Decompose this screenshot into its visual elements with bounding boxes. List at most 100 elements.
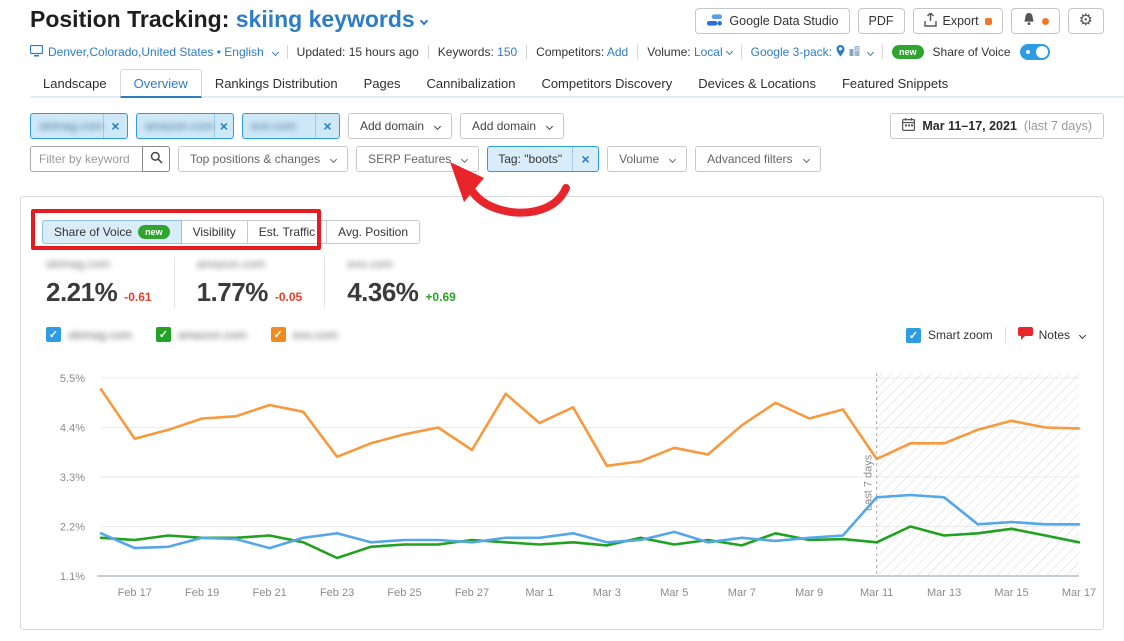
smart-zoom-checkbox[interactable]: ✓ <box>905 327 921 343</box>
x-axis-tick: Feb 19 <box>185 587 219 599</box>
metric-tab-share-of-voice[interactable]: Share of Voice new <box>42 220 182 244</box>
domain-chip-1[interactable]: skimag.com × <box>30 113 128 139</box>
add-competitors-link[interactable]: Add <box>606 45 629 59</box>
divider <box>526 45 528 59</box>
legend-checkbox[interactable]: ✓ <box>270 327 286 342</box>
metric-card-2: amazon.com 1.77% -0.05 <box>197 257 326 308</box>
x-axis-tick: Mar 9 <box>795 587 823 599</box>
serp-features-dropdown[interactable]: SERP Features <box>356 146 480 172</box>
legend-label: evo.com <box>292 327 339 342</box>
metric-delta: -0.05 <box>274 290 303 304</box>
legend-checkbox[interactable]: ✓ <box>46 327 61 342</box>
tab-competitors-discovery[interactable]: Competitors Discovery <box>541 76 673 91</box>
domain-chip-label: evo.com <box>251 119 297 133</box>
metric-tabs: Share of Voice new Visibility Est. Traffic A… <box>42 220 420 244</box>
tab-overview[interactable]: Overview <box>119 69 202 98</box>
chevron-down-icon <box>725 47 733 56</box>
notes-dropdown[interactable]: Notes <box>1017 327 1087 343</box>
legend-item-3[interactable]: ✓ evo.com <box>270 327 339 342</box>
export-icon <box>923 11 937 30</box>
series-line-2[interactable] <box>99 525 1081 560</box>
google-data-studio-button[interactable]: Google Data Studio <box>695 8 850 34</box>
legend-item-1[interactable]: ✓ skimag.com <box>46 327 132 342</box>
volume-dropdown[interactable]: Volume <box>607 146 688 172</box>
legend-item-2[interactable]: ✓ amazon.com <box>156 327 247 342</box>
local-pack-icon <box>849 45 860 59</box>
share-of-voice-toggle[interactable] <box>1019 44 1050 60</box>
chevron-down-icon <box>866 48 875 56</box>
x-axis-tick: Feb 17 <box>118 587 152 599</box>
x-axis-tick: Feb 21 <box>252 587 286 599</box>
metric-summary-row: skimag.com 2.21% -0.61 amazon.com 1.77% -0.05… <box>46 257 500 308</box>
pdf-button[interactable]: PDF <box>857 8 905 34</box>
tab-landscape[interactable]: Landscape <box>43 76 107 91</box>
advanced-filters-dropdown[interactable]: Advanced filters <box>695 146 821 172</box>
share-of-voice-chart[interactable]: 5.5% 4.4% 3.3% 2.2% 1.1% Last 7 days Feb 17 Feb… <box>21 363 1103 625</box>
series-line-3[interactable] <box>99 493 1081 550</box>
metric-delta: +0.69 <box>425 290 456 304</box>
top-positions-dropdown[interactable]: Top positions & changes <box>178 146 349 172</box>
add-domain-button-2[interactable]: Add domain <box>460 113 565 139</box>
metric-domain-label: evo.com <box>347 257 393 271</box>
location-language-selector[interactable]: Denver,Colorado,United States • English <box>29 44 279 60</box>
divider <box>1004 327 1006 343</box>
chevron-down-icon <box>419 16 428 26</box>
domain-chip-label: skimag.com <box>39 119 104 133</box>
keyword-filter-row: Top positions & changes SERP Features Ta… <box>30 146 821 172</box>
x-axis-tick: Feb 27 <box>455 587 489 599</box>
new-badge: new <box>892 45 924 59</box>
y-axis-tick: 2.2% <box>60 522 85 534</box>
metric-card-3: evo.com 4.36% +0.69 <box>347 257 478 308</box>
series-line-1[interactable] <box>99 387 1081 468</box>
chart-legend: ✓ skimag.com ✓ amazon.com ✓ evo.com <box>46 327 338 342</box>
last-7-days-label: Last 7 days <box>863 454 875 511</box>
tab-cannibalization[interactable]: Cannibalization <box>426 76 516 91</box>
notification-dot <box>1041 17 1049 25</box>
y-axis-tick: 5.5% <box>60 373 85 385</box>
tag-filter-chip[interactable]: Tag: "boots" × <box>487 146 600 172</box>
metric-value: 2.21% <box>46 277 118 307</box>
keywords-count-link[interactable]: 150 <box>497 45 518 59</box>
smart-zoom-control[interactable]: ✓ Smart zoom <box>905 327 993 343</box>
remove-domain-icon[interactable]: × <box>315 114 339 138</box>
date-range-selector[interactable]: Mar 11–17, 2021 (last 7 days) <box>890 113 1104 139</box>
chevron-down-icon <box>802 155 810 163</box>
tab-pages[interactable]: Pages <box>363 76 401 91</box>
keyword-search-button[interactable] <box>142 146 170 172</box>
last-7-days-region <box>876 373 1079 576</box>
metric-tab-est-traffic[interactable]: Est. Traffic <box>246 220 328 244</box>
domain-chips: skimag.com × amazon.com × evo.com × <box>30 113 340 139</box>
google-3pack-selector[interactable]: Google 3-pack: <box>751 44 875 60</box>
map-pin-icon <box>836 44 845 60</box>
add-domain-button[interactable]: Add domain <box>348 113 453 139</box>
remove-domain-icon[interactable]: × <box>103 114 127 138</box>
tab-featured-snippets[interactable]: Featured Snippets <box>841 76 949 91</box>
metric-tab-avg-position[interactable]: Avg. Position <box>326 220 420 244</box>
keyword-filter-input[interactable] <box>30 146 142 172</box>
domain-chip-2[interactable]: amazon.com × <box>136 113 234 139</box>
tab-devices-locations[interactable]: Devices & Locations <box>698 76 816 91</box>
report-tabs: Landscape Overview Rankings Distribution Pa… <box>30 69 1124 98</box>
remove-tag-filter-icon[interactable]: × <box>572 147 598 171</box>
y-axis-tick: 1.1% <box>60 571 85 583</box>
tab-rankings-distribution[interactable]: Rankings Distribution <box>214 76 338 91</box>
metric-tab-label: Avg. Position <box>338 225 408 239</box>
remove-domain-icon[interactable]: × <box>213 114 233 138</box>
header-actions: Google Data Studio PDF Export ⚙ <box>695 8 1104 34</box>
project-meta-bar: Denver,Colorado,United States • English … <box>29 44 1050 60</box>
settings-button[interactable]: ⚙ <box>1067 8 1104 34</box>
chart-controls: ✓ Smart zoom Notes <box>905 327 1087 343</box>
metric-tab-label: Share of Voice <box>54 225 133 239</box>
domain-chip-label: amazon.com <box>145 119 214 133</box>
x-axis-tick: Mar 15 <box>994 587 1028 599</box>
legend-checkbox[interactable]: ✓ <box>156 327 172 342</box>
project-selector[interactable]: skiing keywords <box>236 6 428 32</box>
metric-value: 1.77% <box>196 277 269 307</box>
metric-tab-visibility[interactable]: Visibility <box>180 220 248 244</box>
domain-chip-3[interactable]: evo.com × <box>242 113 340 139</box>
x-axis-tick: Mar 17 <box>1062 587 1096 599</box>
x-axis-tick: Mar 11 <box>860 587 893 599</box>
export-button[interactable]: Export <box>912 8 1003 34</box>
volume-selector[interactable]: Volume: Local <box>647 45 733 59</box>
alerts-button[interactable] <box>1010 8 1060 34</box>
